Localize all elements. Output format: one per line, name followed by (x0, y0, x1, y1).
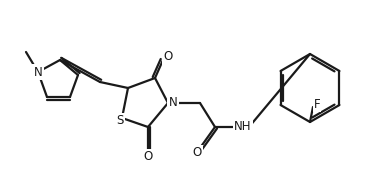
Text: S: S (116, 115, 124, 128)
Text: NH: NH (234, 121, 252, 133)
Text: N: N (169, 97, 177, 109)
Text: F: F (314, 98, 320, 111)
Text: N: N (34, 66, 42, 78)
Text: O: O (143, 150, 152, 163)
Text: O: O (192, 146, 201, 160)
Text: O: O (163, 50, 172, 64)
